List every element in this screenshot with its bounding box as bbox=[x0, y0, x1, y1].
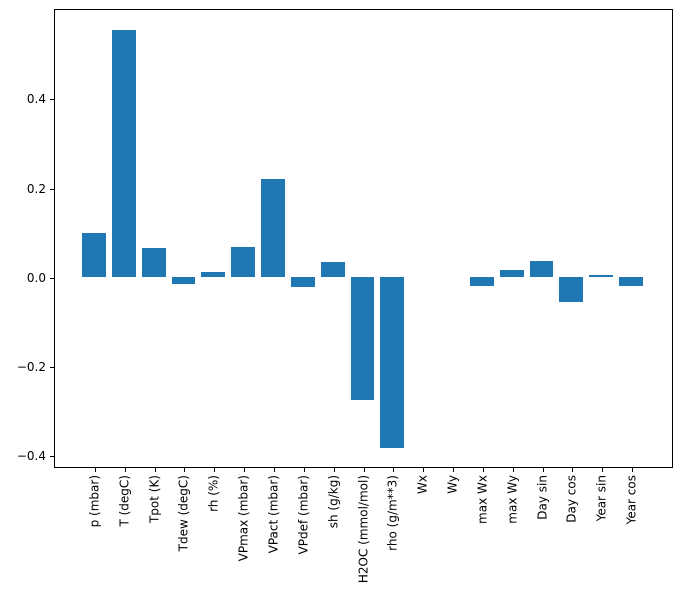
x-tick-label: Day sin bbox=[535, 475, 549, 520]
x-axis-tick bbox=[602, 468, 604, 472]
plot-area bbox=[54, 9, 673, 468]
x-axis-tick bbox=[542, 468, 544, 472]
x-tick-label: p (mbar) bbox=[87, 475, 102, 528]
bar-Year cos bbox=[619, 276, 643, 286]
bar-Year sin bbox=[589, 274, 614, 277]
y-tick-label: −0.4 bbox=[16, 449, 46, 464]
x-axis-tick bbox=[244, 468, 246, 472]
x-axis-tick bbox=[423, 468, 425, 472]
x-tick-label: Year sin bbox=[594, 475, 609, 522]
bar-sh (g/kg) bbox=[320, 261, 345, 277]
x-tick-label: Tpot (K) bbox=[147, 475, 162, 524]
bar-Day cos bbox=[559, 276, 584, 303]
x-tick-label: rh (%) bbox=[206, 475, 221, 512]
x-axis-tick bbox=[124, 468, 126, 472]
bar-VPdef (mbar) bbox=[290, 276, 315, 287]
y-tick-label: 0.2 bbox=[26, 181, 46, 196]
y-tick-label: 0.0 bbox=[26, 270, 46, 285]
x-axis-tick bbox=[303, 468, 305, 472]
x-axis-tick bbox=[184, 468, 186, 472]
x-tick-label: VPact (mbar) bbox=[266, 475, 281, 554]
y-tick-label: 0.4 bbox=[26, 92, 46, 107]
bar-rh (%) bbox=[201, 271, 226, 277]
x-axis-tick bbox=[154, 468, 156, 472]
bar-VPmax (mbar) bbox=[231, 246, 256, 277]
x-tick-label: sh (g/kg) bbox=[326, 475, 341, 529]
y-axis-tick bbox=[50, 456, 54, 458]
x-axis-tick bbox=[333, 468, 335, 472]
y-axis-tick bbox=[50, 99, 54, 101]
x-axis-tick bbox=[393, 468, 395, 472]
bar-Tdew (degC) bbox=[171, 276, 196, 284]
x-tick-label: VPmax (mbar) bbox=[236, 475, 251, 562]
y-axis-tick bbox=[50, 188, 54, 190]
x-axis-tick bbox=[273, 468, 275, 472]
bar-T (degC) bbox=[111, 30, 136, 277]
x-axis-tick bbox=[482, 468, 484, 472]
x-axis-tick bbox=[632, 468, 634, 472]
x-tick-label: Wy bbox=[445, 475, 460, 494]
bar-max Wx bbox=[469, 276, 494, 286]
x-tick-label: max Wx bbox=[475, 475, 490, 524]
bar-Day sin bbox=[529, 260, 554, 277]
x-axis-tick bbox=[453, 468, 454, 472]
x-axis-tick bbox=[214, 468, 216, 472]
x-tick-label: H2OC (mmol/mol) bbox=[356, 475, 370, 584]
x-tick-label: VPdef (mbar) bbox=[296, 475, 311, 555]
bar-p (mbar) bbox=[82, 233, 106, 277]
y-axis-tick bbox=[50, 367, 54, 369]
bar-max Wy bbox=[499, 269, 524, 277]
x-axis-tick bbox=[572, 468, 574, 472]
bar-VPact (mbar) bbox=[261, 179, 285, 277]
y-tick-label: −0.2 bbox=[16, 360, 46, 375]
bar-H2OC (mmol/mol) bbox=[350, 276, 375, 401]
y-axis-tick bbox=[50, 277, 54, 279]
bar-rho (g/m**3) bbox=[380, 276, 405, 449]
x-axis-tick bbox=[512, 468, 514, 472]
x-axis-tick bbox=[94, 468, 96, 472]
x-tick-label: Year cos bbox=[624, 475, 639, 525]
x-tick-label: Wx bbox=[415, 475, 430, 494]
x-tick-label: Tdew (degC) bbox=[176, 475, 191, 552]
x-tick-label: Day cos bbox=[564, 475, 579, 523]
bar-Tpot (K) bbox=[141, 247, 166, 277]
x-tick-label: rho (g/m**3) bbox=[385, 475, 400, 551]
x-axis-tick bbox=[363, 468, 365, 472]
x-tick-label: max Wy bbox=[505, 475, 520, 524]
x-tick-label: T (degC) bbox=[117, 475, 132, 527]
